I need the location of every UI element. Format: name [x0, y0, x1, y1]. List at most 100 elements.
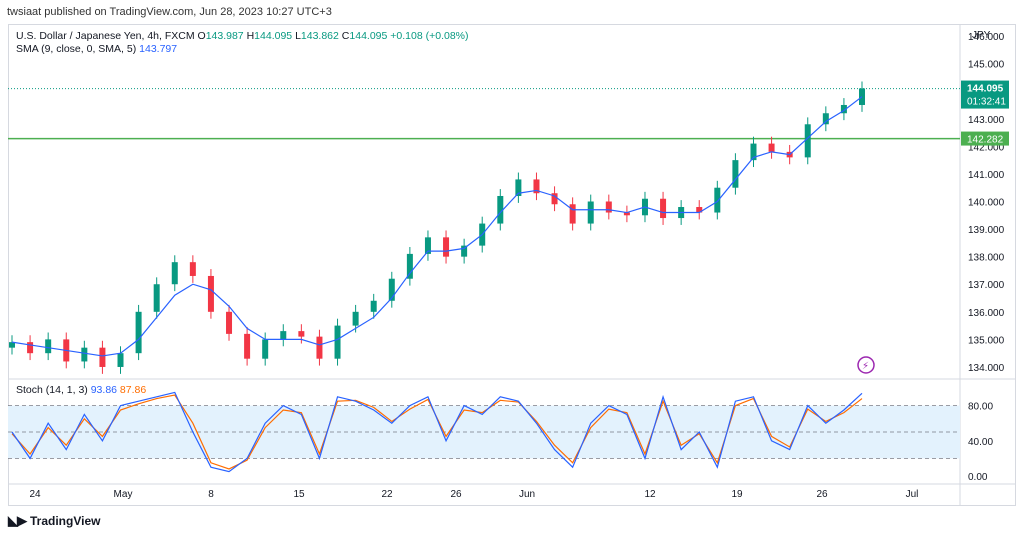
price-tick-label: 135.000	[968, 335, 1005, 346]
symbol-legend: U.S. Dollar / Japanese Yen, 4h, FXCM O14…	[16, 30, 469, 42]
candle-body	[569, 204, 576, 224]
close-value: 144.095	[349, 30, 388, 42]
price-tick-label: 137.000	[968, 280, 1005, 291]
candle-body	[153, 284, 160, 312]
last-price-badge	[961, 80, 1009, 109]
sma-line	[11, 96, 863, 357]
candle-body	[533, 179, 540, 194]
tv-logo-text: TradingView	[30, 514, 101, 528]
candle-body	[822, 113, 829, 125]
close-label: C	[341, 30, 350, 42]
candle-body	[262, 339, 269, 359]
stoch-label: Stoch (14, 1, 3)	[16, 384, 88, 396]
time-axis-label: 26	[816, 489, 828, 500]
sma-value: 143.797	[139, 43, 178, 55]
chart-frame	[8, 24, 1016, 506]
countdown-label: 01:32:41	[967, 97, 1006, 108]
candle-body	[587, 201, 594, 224]
published-text: twsiaat published on TradingView.com, Ju…	[7, 6, 332, 18]
candle-body	[135, 311, 142, 354]
candle-body	[461, 245, 468, 257]
flash-glyph: ⚡	[862, 361, 869, 372]
time-axis-label: 15	[293, 489, 305, 500]
candle-body	[171, 262, 178, 285]
time-axis-label: 22	[381, 489, 393, 500]
candle-body	[45, 339, 52, 354]
candle-body	[660, 198, 667, 219]
level-badge	[961, 131, 1009, 146]
sma-label: SMA (9, close, 0, SMA, 5)	[16, 43, 137, 55]
candle-body	[117, 353, 124, 367]
open-label: O	[197, 30, 206, 42]
candle-body	[388, 278, 395, 301]
candle-body	[424, 237, 431, 254]
tv-logo-icon: ◣▶	[8, 513, 27, 528]
candle-body	[605, 201, 612, 213]
candle-body	[334, 325, 341, 359]
candle-body	[280, 331, 287, 340]
low-value: 143.862	[300, 30, 339, 42]
stoch-tick-label: 80.00	[968, 402, 993, 413]
time-axis-label: 12	[644, 489, 656, 500]
time-axis-label: 8	[208, 489, 214, 500]
price-tick-label: 142.000	[968, 142, 1005, 153]
currency-label: JPY	[972, 30, 991, 41]
candle-body	[244, 333, 251, 359]
price-tick-label: 146.000	[968, 32, 1005, 43]
time-axis-label: May	[114, 489, 133, 500]
price-tick-label: 145.000	[968, 60, 1005, 71]
candle-body	[316, 336, 323, 359]
candle-body	[352, 311, 359, 326]
candle-body	[623, 212, 630, 216]
price-tick-label: 134.000	[968, 363, 1005, 374]
candle-body	[298, 331, 305, 337]
candle-body	[81, 347, 88, 362]
time-axis-label: Jul	[906, 489, 919, 500]
open-value: 143.987	[205, 30, 244, 42]
low-label: L	[295, 30, 301, 42]
high-label: H	[246, 30, 255, 42]
stoch-k-value: 93.86	[90, 384, 117, 396]
candle-body	[750, 143, 757, 161]
candle-body	[189, 262, 196, 276]
change-value: +0.108 (+0.08%)	[390, 30, 469, 42]
time-axis-label: Jun	[519, 489, 535, 500]
candle-body	[226, 311, 233, 334]
alert-flash-icon	[857, 356, 875, 374]
sma-legend: SMA (9, close, 0, SMA, 5) 143.797	[16, 43, 177, 55]
time-axis-label: 19	[731, 489, 743, 500]
stoch-legend: Stoch (14, 1, 3) 93.86 87.86	[16, 384, 146, 396]
candle-body	[768, 143, 775, 152]
stoch-tick-label: 0.00	[968, 472, 988, 483]
price-tick-label: 138.000	[968, 253, 1005, 264]
candle-body	[207, 275, 214, 312]
time-axis-label: 26	[450, 489, 462, 500]
candle-body	[732, 160, 739, 188]
time-axis-label: 24	[29, 489, 41, 500]
high-value: 144.095	[254, 30, 293, 42]
level-badge-label: 142.282	[967, 135, 1004, 146]
publish-header: twsiaat published on TradingView.com, Ju…	[0, 0, 1024, 24]
price-tick-label: 136.000	[968, 308, 1005, 319]
candle-body	[696, 207, 703, 213]
candle-body	[443, 237, 450, 257]
candle-body	[714, 187, 721, 213]
price-tick-label: 143.000	[968, 115, 1005, 126]
candle-body	[551, 193, 558, 205]
stoch-tick-label: 40.00	[968, 437, 993, 448]
tradingview-logo[interactable]: ◣▶ TradingView	[8, 513, 100, 529]
price-tick-label: 141.000	[968, 170, 1005, 181]
price-tick-label: 139.000	[968, 225, 1005, 236]
symbol-name: U.S. Dollar / Japanese Yen, 4h, FXCM	[16, 30, 195, 42]
candle-body	[27, 342, 34, 354]
candle-body	[99, 347, 106, 367]
candle-body	[840, 104, 847, 114]
last-price-label: 144.095	[967, 84, 1004, 95]
stoch-d-value: 87.86	[119, 384, 147, 396]
candle-body	[370, 300, 377, 312]
candle-body	[406, 253, 413, 279]
candle-body	[497, 195, 504, 224]
stoch-k-line	[11, 391, 863, 473]
price-tick-label: 140.000	[968, 198, 1005, 209]
